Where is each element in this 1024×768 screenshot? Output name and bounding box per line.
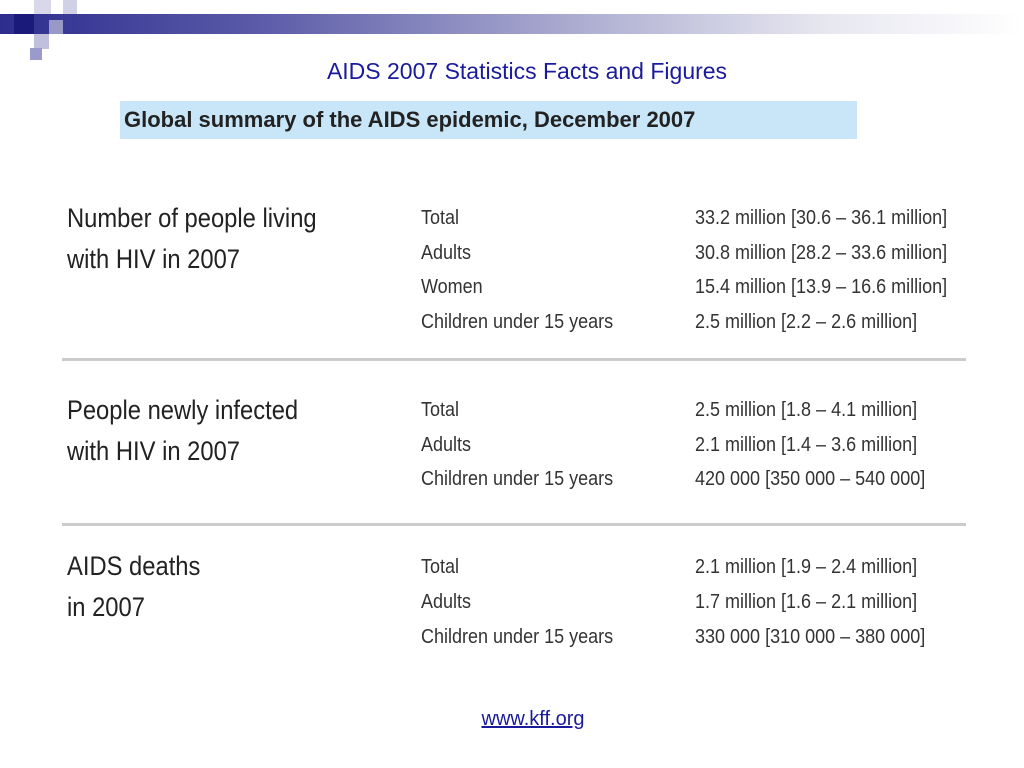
- group-label-line1: People newly infected: [67, 395, 299, 425]
- row-label: Total: [421, 399, 460, 421]
- row-label: Children under 15 years: [421, 626, 614, 648]
- header-square-light: [34, 0, 51, 14]
- header-square-small: [63, 0, 77, 14]
- row-label: Total: [421, 207, 460, 229]
- group-label-line1: AIDS deaths: [67, 551, 201, 581]
- row-label: Women: [421, 276, 483, 298]
- table-row: Adults 30.8 million [28.2 – 33.6 million…: [0, 242, 1024, 276]
- table-row: Children under 15 years 420 000 [350 000…: [0, 468, 1024, 502]
- row-value: 30.8 million [28.2 – 33.6 million]: [695, 242, 948, 264]
- divider: [62, 523, 966, 526]
- group-label: AIDS deaths in 2007: [67, 546, 366, 628]
- row-label: Children under 15 years: [421, 468, 614, 490]
- row-value: 420 000 [350 000 – 540 000]: [695, 468, 926, 490]
- header-square-mid: [34, 34, 49, 49]
- slide-title: AIDS 2007 Statistics Facts and Figures: [326, 58, 728, 84]
- table-row: Total 2.5 million [1.8 – 4.1 million]: [0, 399, 1024, 433]
- row-value: 2.5 million [1.8 – 4.1 million]: [695, 399, 918, 421]
- summary-banner: Global summary of the AIDS epidemic, Dec…: [120, 101, 857, 139]
- group-label: Number of people living with HIV in 2007: [67, 198, 366, 280]
- row-value: 2.1 million [1.4 – 3.6 million]: [695, 434, 918, 456]
- row-value: 1.7 million [1.6 – 2.1 million]: [695, 591, 918, 613]
- row-value: 33.2 million [30.6 – 36.1 million]: [695, 207, 948, 229]
- header-square-low: [30, 48, 42, 60]
- table-row: Children under 15 years 330 000 [310 000…: [0, 626, 1024, 660]
- group-label-line2: in 2007: [67, 592, 145, 622]
- table-row: Total 33.2 million [30.6 – 36.1 million]: [0, 207, 1024, 241]
- group-label-line2: with HIV in 2007: [67, 244, 241, 274]
- row-label: Adults: [421, 591, 472, 613]
- row-value: 15.4 million [13.9 – 16.6 million]: [695, 276, 948, 298]
- table-row: Adults 1.7 million [1.6 – 2.1 million]: [0, 591, 1024, 625]
- header-square-dark: [14, 14, 34, 34]
- row-label: Adults: [421, 242, 472, 264]
- group-label-line1: Number of people living: [67, 203, 317, 233]
- row-label: Total: [421, 556, 460, 578]
- header-square-medium: [49, 20, 63, 34]
- table-row: Women 15.4 million [13.9 – 16.6 million]: [0, 276, 1024, 310]
- header-decoration-bar: [0, 14, 1024, 34]
- row-value: 2.5 million [2.2 – 2.6 million]: [695, 311, 918, 333]
- group-label: People newly infected with HIV in 2007: [67, 390, 366, 472]
- source-link[interactable]: www.kff.org: [481, 708, 585, 730]
- table-row: Children under 15 years 2.5 million [2.2…: [0, 311, 1024, 345]
- row-value: 2.1 million [1.9 – 2.4 million]: [695, 556, 918, 578]
- table-row: Adults 2.1 million [1.4 – 3.6 million]: [0, 434, 1024, 468]
- group-label-line2: with HIV in 2007: [67, 436, 241, 466]
- divider: [62, 358, 966, 361]
- row-value: 330 000 [310 000 – 380 000]: [695, 626, 926, 648]
- row-label: Children under 15 years: [421, 311, 614, 333]
- row-label: Adults: [421, 434, 472, 456]
- table-row: Total 2.1 million [1.9 – 2.4 million]: [0, 556, 1024, 590]
